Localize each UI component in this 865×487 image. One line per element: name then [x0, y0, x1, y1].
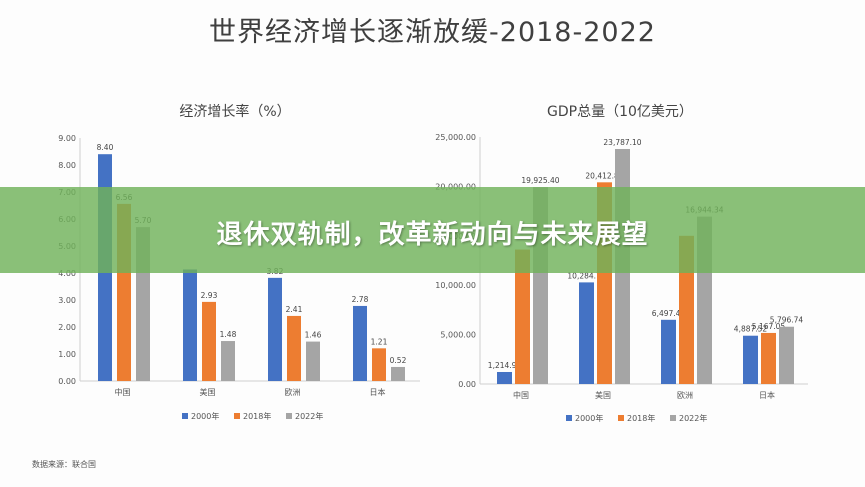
y-tick-label: 0.00	[58, 377, 76, 386]
bar-2022年	[779, 326, 794, 384]
bar-2022年	[221, 341, 235, 381]
bar-2000年	[661, 319, 676, 384]
legend-swatch	[234, 413, 240, 419]
bar-2000年	[743, 335, 758, 384]
data-label: 19,925.40	[521, 176, 559, 185]
bar-2000年	[353, 305, 367, 381]
bar-2022年	[391, 366, 405, 381]
y-tick-label: 0.00	[458, 380, 476, 389]
data-label: 6,497.43	[652, 309, 686, 318]
y-tick-label: 1.00	[58, 350, 76, 359]
bar-2018年	[202, 301, 216, 381]
y-tick-label: 9.00	[58, 134, 76, 143]
legend-swatch	[670, 415, 676, 421]
data-source-note: 数据来源：联合国	[32, 460, 96, 469]
headline-banner	[0, 187, 865, 273]
category-label: 欧洲	[677, 390, 693, 400]
legend-label: 2000年	[191, 411, 219, 421]
legend-swatch	[566, 415, 572, 421]
data-label: 5,167.05	[752, 322, 786, 331]
category-label: 中国	[115, 387, 131, 397]
bar-2000年	[497, 371, 512, 384]
category-label: 日本	[370, 387, 386, 397]
data-label: 8.40	[97, 143, 114, 152]
data-label: 20,412.87	[585, 171, 623, 180]
legend-label: 2022年	[679, 413, 707, 423]
data-label: 0.52	[390, 356, 407, 365]
data-label: 2.78	[352, 295, 369, 304]
data-label: 2.93	[201, 291, 218, 300]
category-label: 欧洲	[285, 387, 301, 397]
gdp-chart-title: GDP总量（10亿美元）	[547, 104, 693, 120]
legend-label: 2018年	[243, 411, 271, 421]
y-tick-label: 3.00	[58, 296, 76, 305]
headline-text: 退休双轨制，改革新动向与未来展望	[216, 220, 649, 250]
category-label: 中国	[513, 390, 529, 400]
data-label: 1.21	[371, 337, 388, 346]
legend-label: 2022年	[295, 411, 323, 421]
legend-label: 2018年	[627, 413, 655, 423]
bar-2022年	[306, 341, 320, 381]
bar-2018年	[287, 315, 301, 381]
category-label: 美国	[200, 387, 216, 397]
data-label: 1.48	[220, 330, 237, 339]
category-label: 日本	[759, 390, 775, 400]
data-label: 1.46	[305, 331, 322, 340]
y-tick-label: 25,000.00	[435, 133, 476, 142]
growth-chart-title: 经济增长率（%）	[179, 104, 291, 120]
y-tick-label: 8.00	[58, 161, 76, 170]
legend-swatch	[182, 413, 188, 419]
bar-2018年	[761, 332, 776, 384]
legend-swatch	[286, 413, 292, 419]
y-tick-label: 10,000.00	[435, 281, 476, 290]
category-label: 美国	[595, 390, 611, 400]
bar-2018年	[372, 348, 386, 381]
bar-2000年	[268, 277, 282, 381]
main-title: 世界经济增长逐渐放缓-2018-2022	[209, 17, 656, 48]
y-tick-label: 5,000.00	[440, 331, 476, 340]
data-label: 1,214.92	[488, 361, 522, 370]
legend-swatch	[618, 415, 624, 421]
bar-2000年	[579, 282, 594, 384]
data-label: 23,787.10	[603, 138, 641, 147]
data-label: 5,796.74	[770, 316, 804, 325]
data-label: 2.41	[286, 305, 303, 314]
data-label: 4,887.52	[734, 325, 768, 334]
y-tick-label: 4.00	[58, 269, 76, 278]
y-tick-label: 2.00	[58, 323, 76, 332]
legend-label: 2000年	[575, 413, 603, 423]
bar-2000年	[183, 269, 197, 381]
